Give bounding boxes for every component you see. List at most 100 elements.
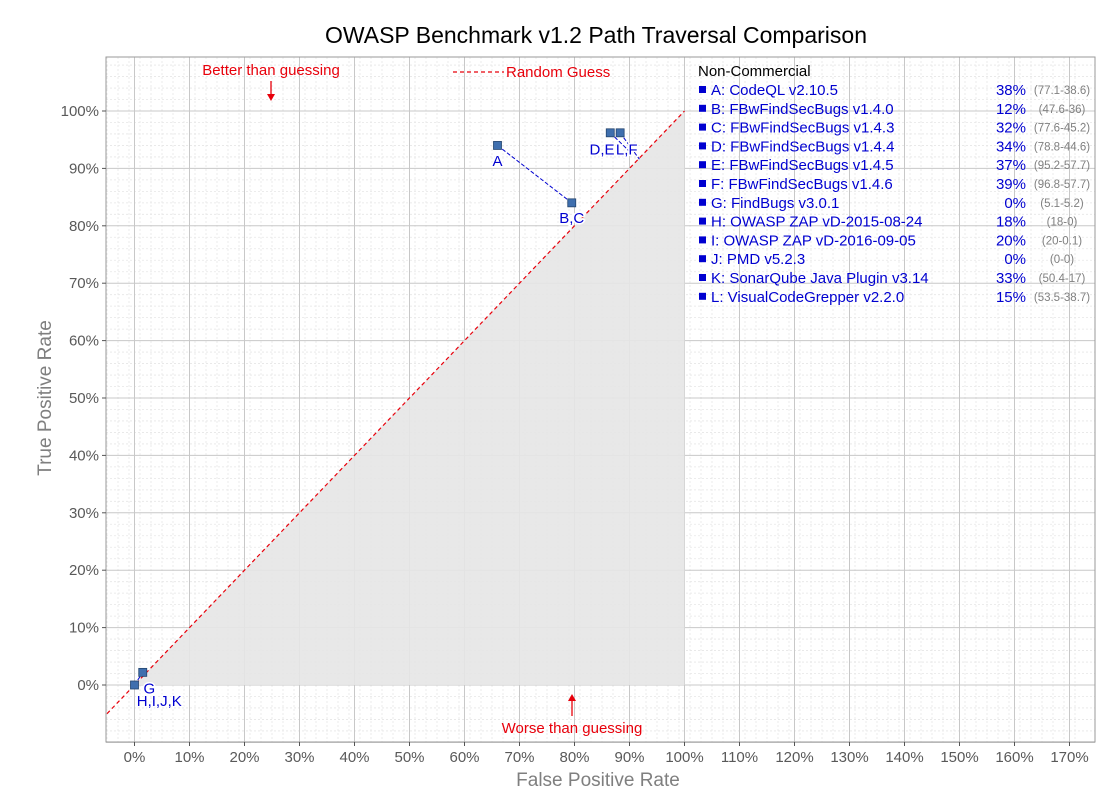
x-tick-label: 20% [229, 749, 259, 766]
x-tick-label: 120% [775, 749, 813, 766]
legend-item-score: 33% [996, 270, 1026, 287]
y-tick-label: 70% [69, 275, 99, 292]
point-label: A [492, 153, 502, 170]
legend-marker [699, 180, 706, 187]
random-guess-line [106, 110, 685, 715]
x-tick-label: 50% [394, 749, 424, 766]
legend-item-name: J: PMD v5.2.3 [711, 251, 805, 268]
point-label: L,F [616, 141, 638, 158]
legend-item-score: 18% [996, 214, 1026, 231]
x-tick-label: 150% [940, 749, 978, 766]
legend-item-range: (77.6-45.2) [1034, 123, 1090, 135]
x-tick-label: 70% [504, 749, 534, 766]
y-tick-label: 10% [69, 620, 99, 637]
x-tick-label: 80% [559, 749, 589, 766]
legend-item-score: 12% [996, 101, 1026, 118]
legend: Non-Commercial A: CodeQL v2.10.5 38% (77.1-… [698, 63, 1090, 306]
legend-marker [699, 255, 706, 263]
x-tick-label: 40% [339, 749, 369, 766]
legend-item-range: (95.2-57.7) [1034, 160, 1090, 172]
x-tick-label: 130% [830, 749, 868, 766]
y-tick-label: 0% [77, 677, 99, 694]
legend-item-score: 15% [996, 289, 1026, 306]
better-arrow-head [267, 94, 275, 101]
legend-item-score: 0% [1004, 195, 1026, 212]
legend-item-name: H: OWASP ZAP vD-2015-08-24 [711, 214, 922, 231]
point-connector-line [619, 132, 640, 160]
data-point-lf [615, 128, 625, 138]
legend-marker [699, 104, 706, 112]
legend-item-name: L: VisualCodeGrepper v2.2.0 [711, 289, 904, 306]
random-guess-legend-label: Random Guess [506, 64, 610, 81]
x-tick-label: 100% [665, 749, 703, 766]
legend-item-score: 0% [1004, 251, 1026, 268]
point-label: B,C [559, 210, 584, 227]
legend-item-name: D: FBwFindSecBugs v1.4.4 [711, 138, 894, 155]
x-tick-label: 110% [721, 749, 758, 766]
legend-item-range: (5.1-5.2) [1040, 198, 1084, 210]
point-label: G [144, 680, 156, 697]
legend-marker [699, 86, 706, 93]
legend-marker [699, 236, 706, 244]
legend-item-range: (78.8-44.6) [1034, 141, 1090, 153]
legend-item-score: 32% [996, 120, 1026, 137]
point-connector-line [609, 132, 633, 155]
legend-item-name: F: FBwFindSecBugs v1.4.6 [711, 176, 893, 193]
data-point-hijk [130, 680, 139, 690]
legend-item-range: (50.4-17) [1039, 273, 1086, 285]
y-tick-label: 40% [69, 447, 99, 464]
x-axis-label: False Positive Rate [516, 770, 680, 791]
y-tick-label: 80% [69, 218, 99, 235]
x-tick-label: 0% [124, 749, 146, 766]
legend-item-range: (77.1-38.6) [1034, 85, 1090, 97]
plot-area: 0% 10% 20% 30% 40% 50% 60% 70% 80% 90% 100% 110% 120… [61, 56, 1096, 766]
y-tick-label: 60% [69, 333, 99, 350]
y-axis-label: True Positive Rate [35, 320, 56, 476]
chart-title: OWASP Benchmark v1.2 Path Traversal Comp… [325, 22, 867, 48]
legend-marker [699, 292, 706, 300]
data-point-bc [567, 198, 577, 208]
better-than-guessing-annotation: Better than guessing [202, 62, 340, 79]
legend-item-name: C: FBwFindSecBugs v1.4.3 [711, 120, 894, 137]
x-tick-label: 170% [1050, 749, 1088, 766]
plot-border [105, 56, 1096, 743]
legend-item-name: I: OWASP ZAP vD-2016-09-05 [711, 232, 916, 249]
x-tick-label: 90% [614, 749, 644, 766]
point-label: D,E [589, 141, 614, 158]
legend-item-score: 34% [996, 138, 1026, 155]
legend-marker [699, 217, 706, 225]
legend-item-name: B: FBwFindSecBugs v1.4.0 [711, 101, 894, 118]
legend-item-name: A: CodeQL v2.10.5 [711, 82, 838, 99]
legend-item-range: (96.8-57.7) [1034, 179, 1090, 191]
point-connector-line [497, 145, 573, 204]
legend-item-range: (0-0) [1050, 254, 1074, 266]
legend-marker [699, 142, 706, 150]
y-tick-label: 30% [69, 505, 99, 522]
y-tick-label: 50% [69, 390, 99, 407]
legend-item-score: 38% [996, 82, 1026, 99]
y-tick-label: 20% [69, 562, 99, 579]
legend-item-score: 37% [996, 157, 1026, 174]
worse-arrow-head [568, 694, 576, 701]
x-tick-label: 160% [995, 749, 1033, 766]
legend-marker [699, 123, 706, 131]
y-tick-label: 90% [69, 160, 99, 177]
x-tick-label: 30% [284, 749, 314, 766]
legend-marker [699, 161, 706, 169]
data-point-a [493, 141, 502, 150]
legend-item-name: E: FBwFindSecBugs v1.4.5 [711, 157, 894, 174]
point-label: H,I,J,K [137, 693, 182, 710]
data-point-g [138, 667, 148, 677]
legend-item-range: (53.5-38.7) [1034, 292, 1090, 304]
legend-item-name: K: SonarQube Java Plugin v3.14 [711, 270, 929, 287]
legend-item-range: (47.6-36) [1039, 104, 1086, 116]
legend-item-name: G: FindBugs v3.0.1 [711, 195, 839, 212]
worse-than-guessing-annotation: Worse than guessing [502, 720, 643, 737]
data-point-de [605, 128, 615, 138]
legend-item-score: 39% [996, 176, 1026, 193]
legend-item-range: (20-0.1) [1042, 235, 1082, 247]
legend-item-score: 20% [996, 232, 1026, 249]
x-tick-label: 60% [449, 749, 479, 766]
x-tick-label: 10% [174, 749, 204, 766]
